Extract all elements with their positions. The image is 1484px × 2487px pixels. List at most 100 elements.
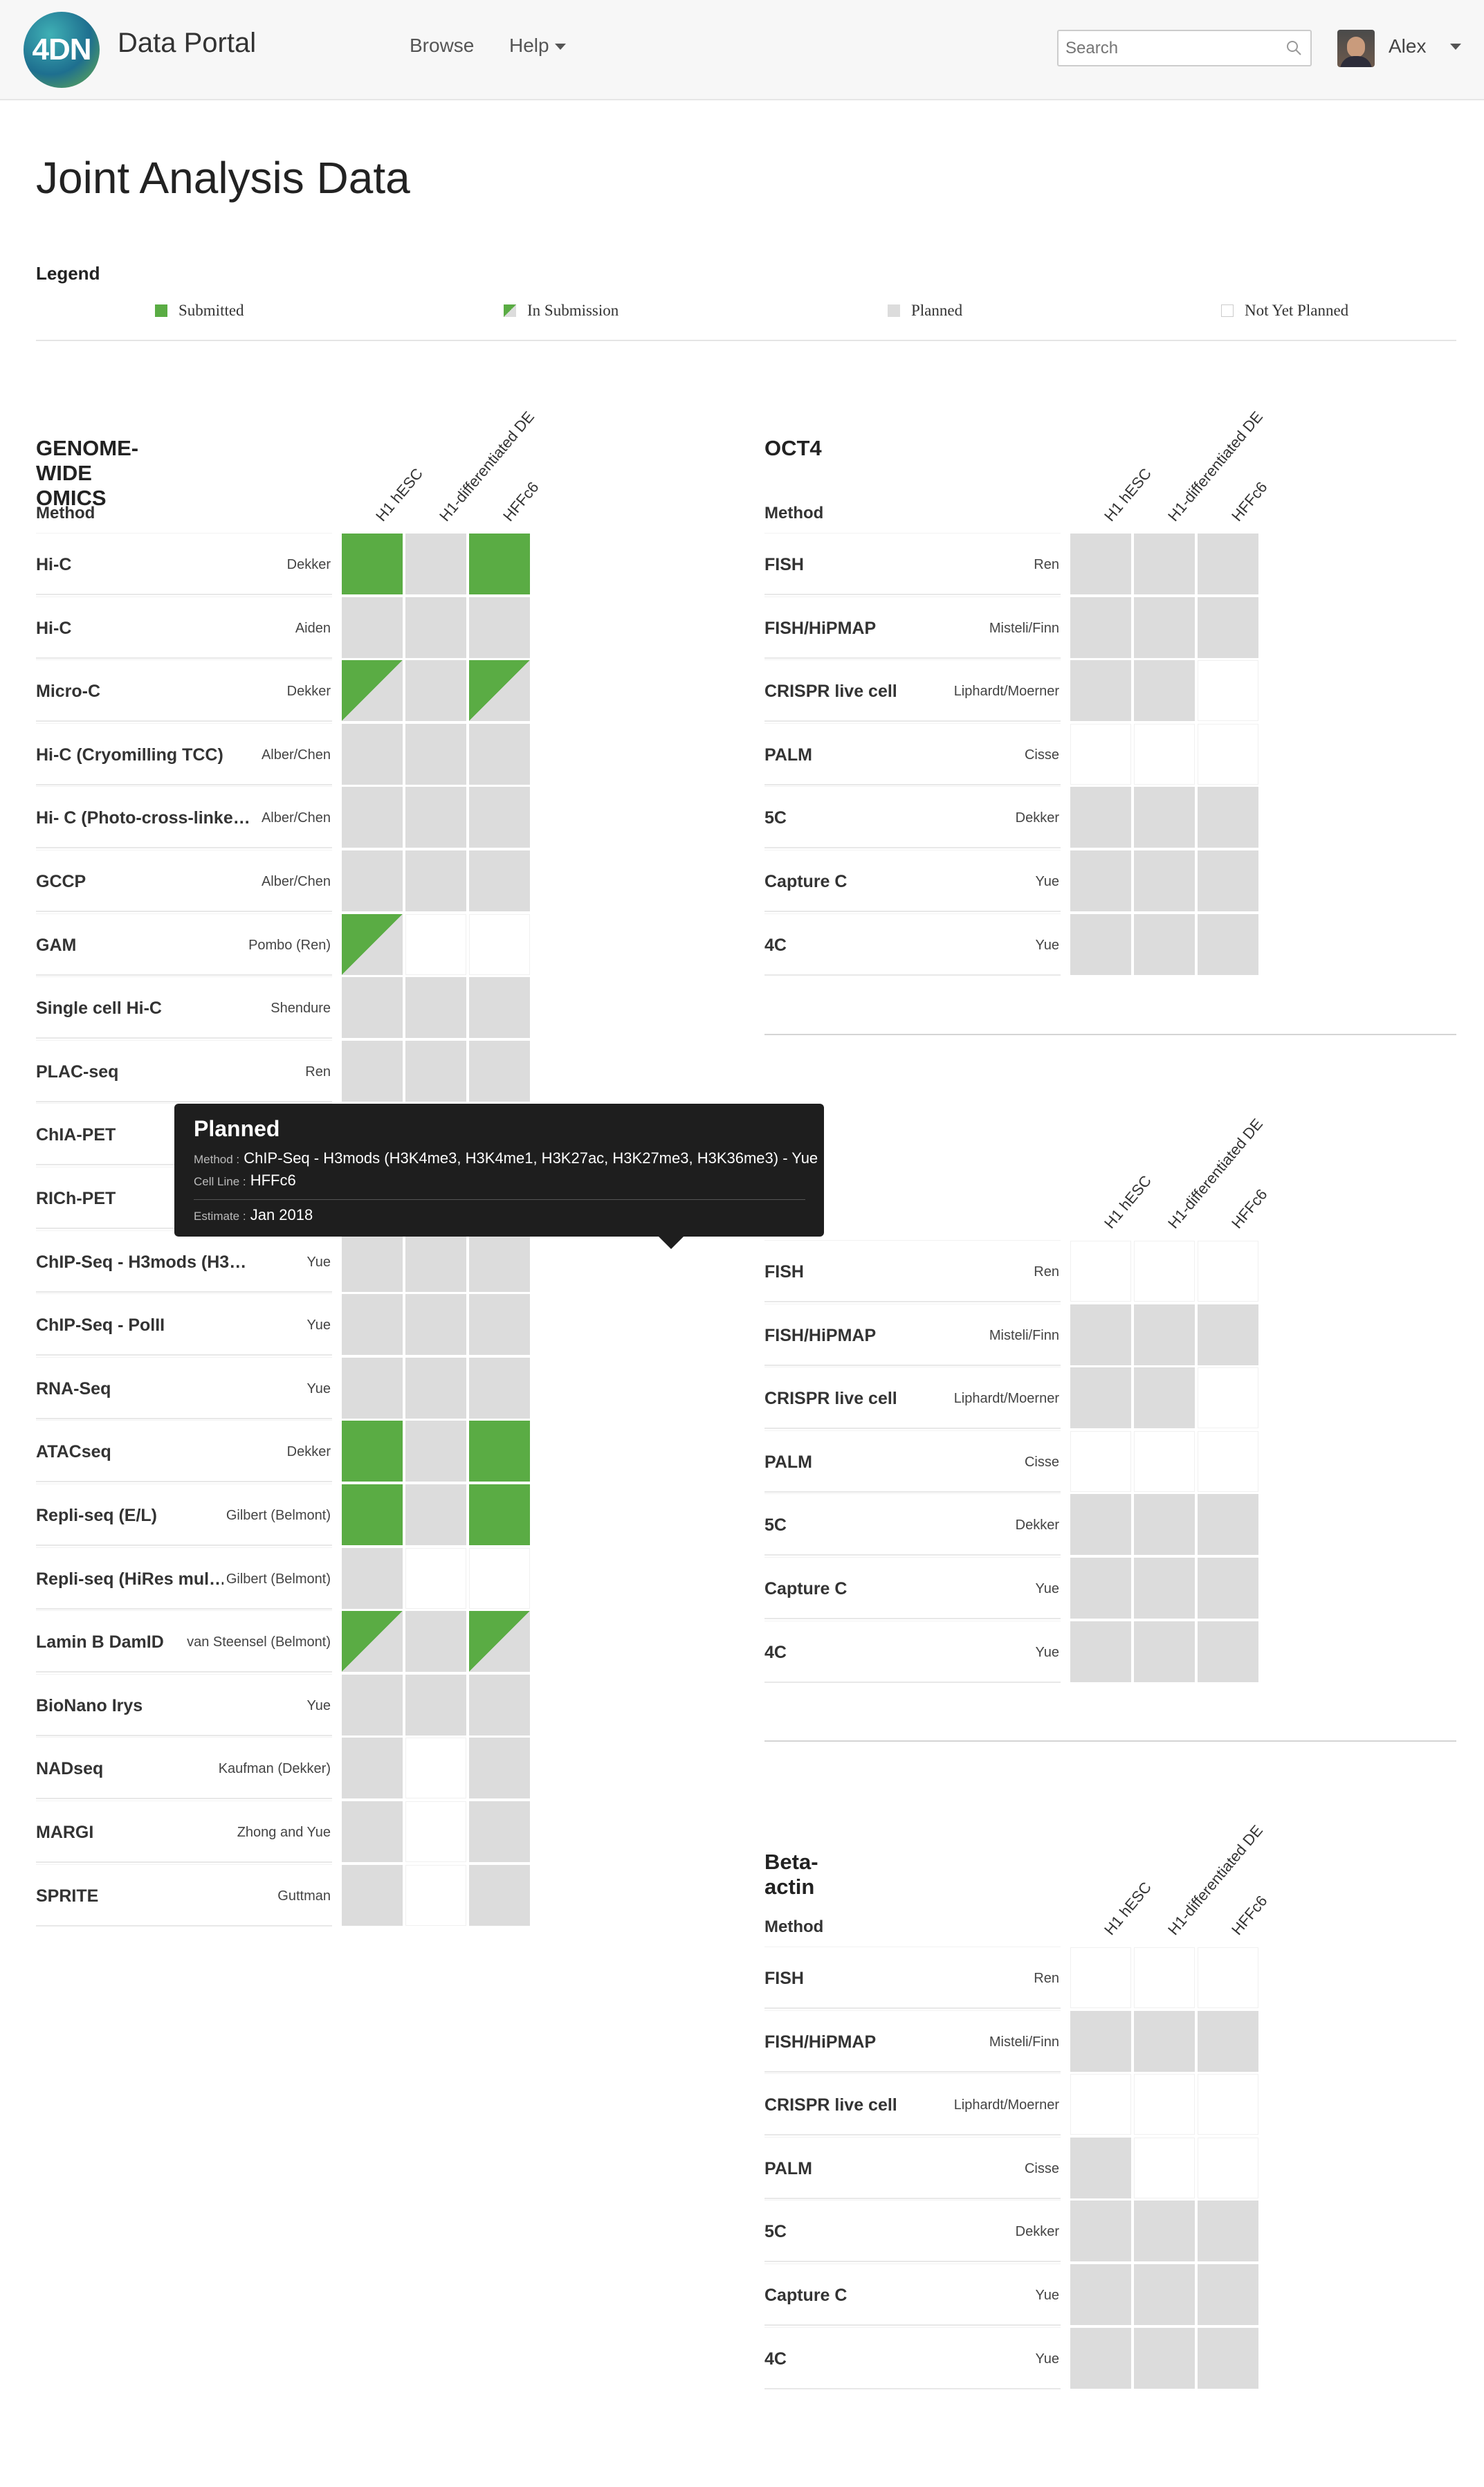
status-cell[interactable] xyxy=(1070,596,1131,658)
status-cell[interactable] xyxy=(1134,2264,1195,2325)
status-cell[interactable] xyxy=(469,1547,530,1609)
status-cell[interactable] xyxy=(1198,534,1258,594)
status-cell[interactable] xyxy=(469,1357,530,1419)
status-cell[interactable] xyxy=(1070,2264,1131,2325)
status-cell[interactable] xyxy=(342,1484,403,1545)
status-cell[interactable] xyxy=(1070,1621,1131,1682)
status-cell[interactable] xyxy=(1070,660,1131,722)
status-cell[interactable] xyxy=(1070,2327,1131,2389)
search-icon[interactable] xyxy=(1285,39,1302,56)
status-cell[interactable] xyxy=(405,1674,466,1736)
status-cell[interactable] xyxy=(342,1421,403,1482)
status-cell[interactable] xyxy=(1070,2074,1131,2135)
status-cell[interactable] xyxy=(1070,1494,1131,1556)
status-cell[interactable] xyxy=(469,723,530,785)
status-cell[interactable] xyxy=(1134,913,1195,975)
status-cell[interactable] xyxy=(405,787,466,848)
status-cell[interactable] xyxy=(469,596,530,658)
brand-name[interactable]: Data Portal xyxy=(118,28,257,58)
status-cell[interactable] xyxy=(342,1294,403,1356)
status-cell[interactable] xyxy=(405,596,466,658)
status-cell[interactable] xyxy=(1134,723,1195,785)
status-cell[interactable] xyxy=(342,1357,403,1419)
status-cell[interactable] xyxy=(405,1230,466,1292)
status-cell[interactable] xyxy=(405,1484,466,1545)
search-input[interactable] xyxy=(1059,31,1266,65)
status-cell[interactable] xyxy=(342,1674,403,1736)
status-cell[interactable] xyxy=(342,1040,403,1102)
status-cell[interactable] xyxy=(469,1674,530,1736)
status-cell[interactable] xyxy=(405,1864,466,1926)
status-cell[interactable] xyxy=(1198,1494,1258,1556)
status-cell[interactable] xyxy=(469,913,530,975)
status-cell[interactable] xyxy=(1070,2137,1131,2198)
status-cell[interactable] xyxy=(1198,1947,1258,2008)
status-cell[interactable] xyxy=(342,913,403,975)
status-cell[interactable] xyxy=(342,596,403,658)
status-cell[interactable] xyxy=(1198,1430,1258,1492)
status-cell[interactable] xyxy=(405,1294,466,1356)
status-cell[interactable] xyxy=(405,723,466,785)
status-cell[interactable] xyxy=(469,1864,530,1926)
status-cell[interactable] xyxy=(342,1738,403,1799)
status-cell[interactable] xyxy=(1198,1367,1258,1429)
status-cell[interactable] xyxy=(1134,660,1195,722)
status-cell[interactable] xyxy=(1134,534,1195,594)
status-cell[interactable] xyxy=(469,1040,530,1102)
status-cell[interactable] xyxy=(405,1801,466,1862)
status-cell[interactable] xyxy=(342,1611,403,1673)
status-cell[interactable] xyxy=(1198,1621,1258,1682)
status-cell[interactable] xyxy=(1198,913,1258,975)
user-chevron-down-icon[interactable] xyxy=(1450,44,1461,50)
status-cell[interactable] xyxy=(1134,2074,1195,2135)
status-cell[interactable] xyxy=(405,850,466,911)
status-cell[interactable] xyxy=(1134,2137,1195,2198)
status-cell[interactable] xyxy=(1070,1241,1131,1302)
status-cell[interactable] xyxy=(1198,660,1258,722)
status-cell[interactable] xyxy=(469,1611,530,1673)
status-cell[interactable] xyxy=(1134,787,1195,848)
status-cell[interactable] xyxy=(342,534,403,594)
status-cell[interactable] xyxy=(469,534,530,594)
status-cell[interactable] xyxy=(1070,1367,1131,1429)
status-cell[interactable] xyxy=(405,660,466,722)
status-cell[interactable] xyxy=(1070,1304,1131,1365)
status-cell[interactable] xyxy=(1070,723,1131,785)
status-cell[interactable] xyxy=(1070,1947,1131,2008)
status-cell[interactable] xyxy=(405,1738,466,1799)
status-cell[interactable] xyxy=(1198,596,1258,658)
status-cell[interactable] xyxy=(1134,850,1195,911)
logo-4dn[interactable]: 4DN xyxy=(24,12,100,88)
status-cell[interactable] xyxy=(1134,596,1195,658)
status-cell[interactable] xyxy=(1070,850,1131,911)
status-cell[interactable] xyxy=(342,723,403,785)
status-cell[interactable] xyxy=(342,1864,403,1926)
status-cell[interactable] xyxy=(1070,2010,1131,2072)
status-cell[interactable] xyxy=(405,913,466,975)
status-cell[interactable] xyxy=(405,977,466,1039)
status-cell[interactable] xyxy=(469,1294,530,1356)
status-cell[interactable] xyxy=(1198,2327,1258,2389)
status-cell[interactable] xyxy=(469,1421,530,1482)
status-cell[interactable] xyxy=(1198,723,1258,785)
status-cell[interactable] xyxy=(1070,1558,1131,1619)
status-cell[interactable] xyxy=(342,787,403,848)
status-cell[interactable] xyxy=(469,850,530,911)
status-cell[interactable] xyxy=(342,850,403,911)
status-cell[interactable] xyxy=(1134,1241,1195,1302)
status-cell[interactable] xyxy=(469,787,530,848)
status-cell[interactable] xyxy=(1198,787,1258,848)
status-cell[interactable] xyxy=(342,1547,403,1609)
status-cell[interactable] xyxy=(1070,534,1131,594)
status-cell[interactable] xyxy=(342,1801,403,1862)
status-cell[interactable] xyxy=(405,1547,466,1609)
status-cell[interactable] xyxy=(1198,1558,1258,1619)
status-cell[interactable] xyxy=(469,1230,530,1292)
status-cell[interactable] xyxy=(1198,2201,1258,2262)
status-cell[interactable] xyxy=(469,977,530,1039)
status-cell[interactable] xyxy=(1134,1494,1195,1556)
nav-browse-link[interactable]: Browse xyxy=(410,35,475,56)
user-menu-name[interactable]: Alex xyxy=(1389,35,1427,57)
status-cell[interactable] xyxy=(1198,1241,1258,1302)
status-cell[interactable] xyxy=(1070,787,1131,848)
